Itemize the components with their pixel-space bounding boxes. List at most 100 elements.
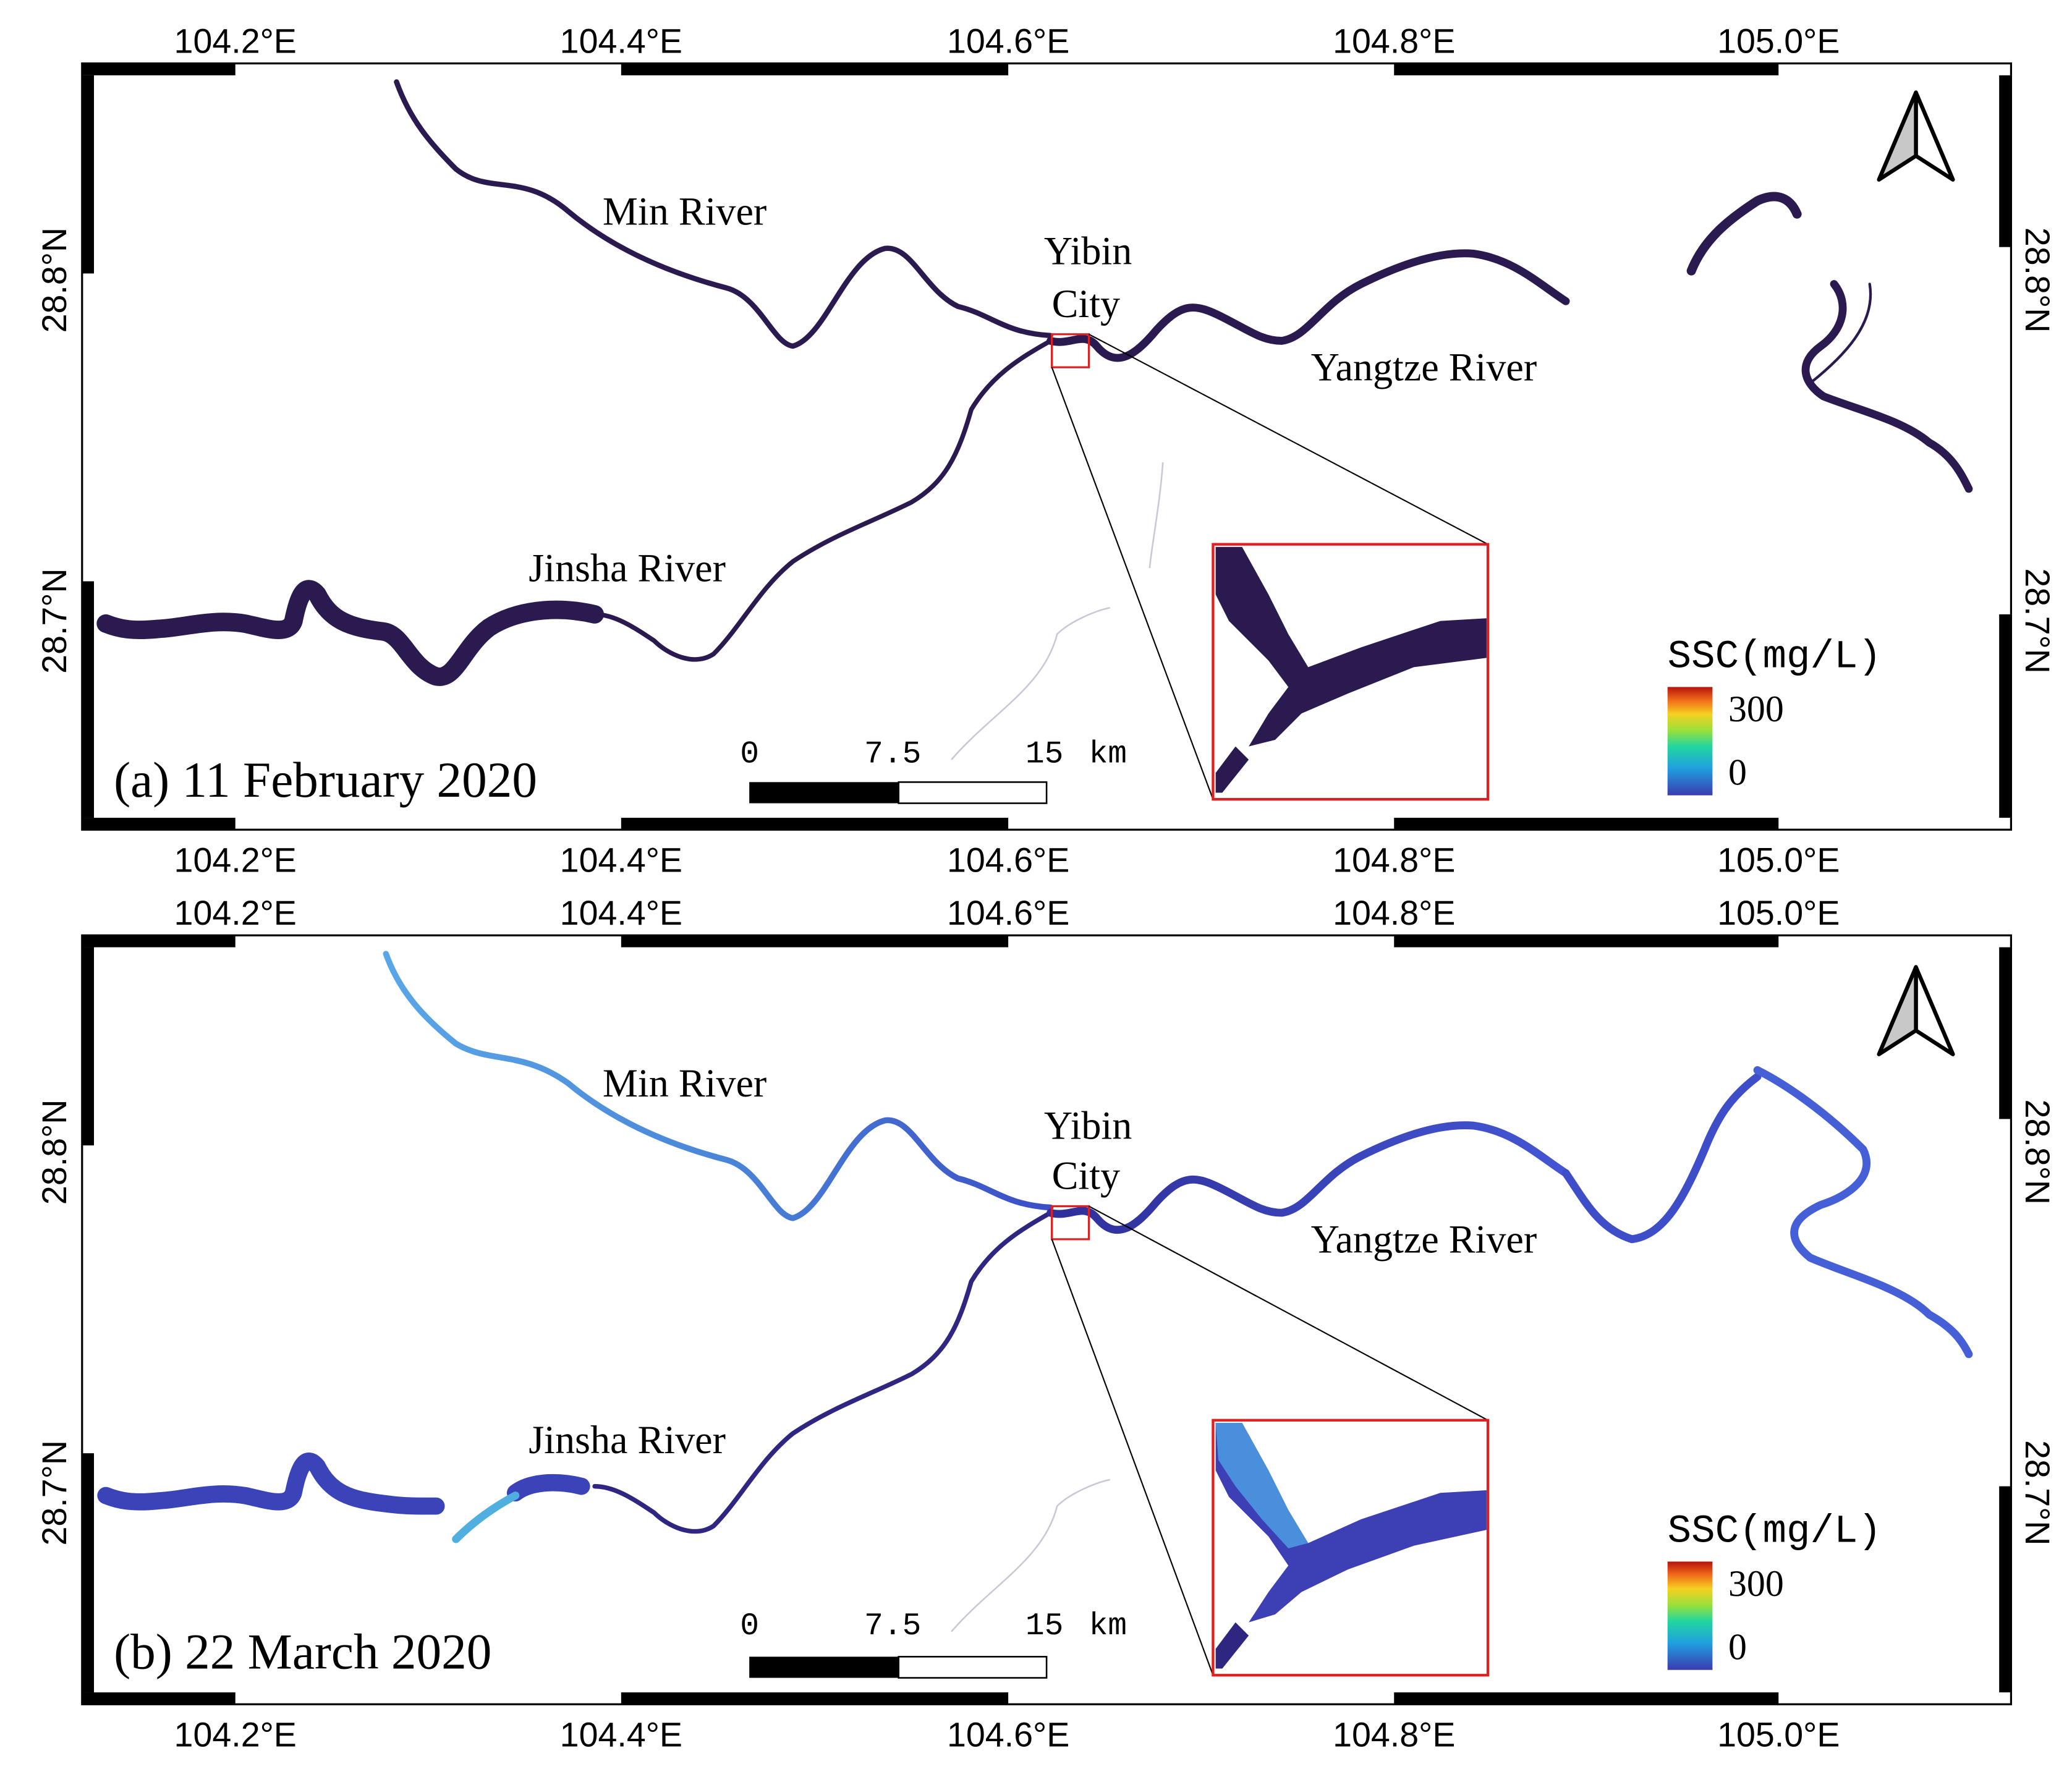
label-jinsha-river: Jinsha River [529, 1418, 726, 1462]
label-min-river: Min River [603, 189, 766, 233]
label-city: City [1052, 1154, 1120, 1198]
jinsha-river-wide [96, 580, 605, 686]
yangtze-river-east [1686, 192, 1802, 276]
yibin-focus-box [1051, 1205, 1090, 1241]
lon-label: 105.0°E [1717, 841, 1840, 880]
panel-caption: (a) 11 February 2020 [114, 752, 537, 808]
map-frame [81, 934, 2013, 1705]
map-frame [81, 62, 2013, 831]
scale-tick-0: 0 [740, 1608, 759, 1644]
yangtze-river-east [1561, 1072, 1762, 1244]
label-city: City [1052, 282, 1120, 326]
legend-max: 300 [1728, 1563, 1784, 1604]
lat-labels: 28.8°N 28.7°N 28.8°N 28.7°N [35, 227, 2057, 674]
faint-streams [951, 462, 1164, 760]
map-labels: Min River Yibin City Yangtze River Jinsh… [114, 189, 1537, 808]
lon-label: 105.0°E [1717, 22, 1840, 60]
legend-title: SSC(mg/L) [1668, 635, 1882, 679]
lon-label: 104.8°E [1333, 22, 1455, 60]
lon-label: 104.2°E [174, 894, 297, 932]
zoom-line [1051, 367, 1214, 800]
jinsha-river [592, 1210, 1053, 1534]
lon-label: 104.4°E [560, 1716, 682, 1754]
lat-label-right: 28.7°N [2018, 568, 2057, 674]
label-yangtze-river: Yangtze River [1311, 346, 1537, 389]
lon-label: 104.2°E [174, 841, 297, 880]
min-river [383, 951, 1054, 1221]
legend-max: 300 [1728, 689, 1784, 729]
scale-unit: km [1089, 736, 1127, 772]
lat-label-right: 28.8°N [2018, 227, 2057, 333]
ssc-legend: SSC(mg/L) 300 0 [1667, 1509, 1882, 1670]
lon-label: 104.6°E [947, 841, 1069, 880]
scale-bar: 0 7.5 15 km [740, 1608, 1127, 1679]
label-min-river: Min River [603, 1061, 766, 1105]
river-network [96, 79, 1973, 686]
north-arrow-icon [1877, 965, 1955, 1056]
jinsha-river [592, 338, 1053, 662]
yangtze-river [1047, 249, 1570, 362]
bottom-lon-labels: 104.2°E 104.4°E 104.6°E 104.8°E 105.0°E [174, 1716, 1840, 1754]
north-arrow-icon [1877, 90, 1955, 182]
lat-label-left: 28.7°N [35, 568, 74, 674]
legend-min: 0 [1728, 1627, 1747, 1668]
label-yibin: Yibin [1044, 229, 1132, 273]
map-labels: Min River Yibin City Yangtze River Jinsh… [114, 1061, 1537, 1680]
lon-label: 104.4°E [560, 22, 682, 60]
lat-labels: 28.8°N 28.7°N 28.8°N 28.7°N [35, 1100, 2057, 1546]
yangtze-river-east-lower [1801, 280, 1973, 493]
legend-colorbar [1667, 687, 1713, 795]
lat-label-right: 28.7°N [2018, 1440, 2057, 1546]
min-river [394, 79, 1053, 349]
zoom-line [1051, 1239, 1214, 1676]
yangtze-river [1047, 1121, 1570, 1234]
lat-label-right: 28.8°N [2018, 1100, 2057, 1205]
scale-tick-2: 15 [1025, 736, 1064, 772]
lat-label-left: 28.8°N [35, 227, 74, 333]
lon-label: 105.0°E [1717, 894, 1840, 932]
inset-map [1212, 1419, 1490, 1677]
top-lon-labels: 104.2°E 104.4°E 104.6°E 104.8°E 105.0°E [174, 22, 1840, 60]
panel-caption: (b) 22 March 2020 [114, 1624, 491, 1680]
legend-title: SSC(mg/L) [1668, 1509, 1882, 1554]
scale-unit: km [1089, 1608, 1127, 1644]
zoom-line [1088, 333, 1488, 545]
faint-streams [951, 1478, 1110, 1632]
jinsha-river-shallow [452, 1491, 520, 1543]
label-yibin: Yibin [1044, 1103, 1132, 1147]
inset-map [1212, 543, 1490, 801]
ssc-legend: SSC(mg/L) 300 0 [1667, 635, 1882, 795]
jinsha-river-wide [97, 1453, 590, 1515]
lon-label: 104.6°E [947, 22, 1069, 60]
scale-tick-1: 7.5 [864, 736, 921, 772]
scale-tick-2: 15 [1025, 1608, 1064, 1644]
scale-bar: 0 7.5 15 km [740, 736, 1127, 804]
scale-tick-0: 0 [740, 736, 759, 772]
legend-colorbar [1667, 1561, 1713, 1670]
lon-label: 104.8°E [1333, 894, 1455, 932]
lon-label: 104.2°E [174, 1716, 297, 1754]
lon-label: 104.4°E [560, 894, 682, 932]
legend-min: 0 [1728, 752, 1747, 793]
yibin-focus-box [1051, 333, 1090, 368]
river-network [97, 951, 1973, 1543]
lon-label: 104.6°E [947, 1716, 1069, 1754]
panel-b: 104.2°E 104.4°E 104.6°E 104.8°E 105.0°E … [35, 894, 2057, 1754]
scale-tick-1: 7.5 [864, 1608, 921, 1644]
lon-label: 104.8°E [1333, 1716, 1455, 1754]
lat-label-left: 28.8°N [35, 1100, 74, 1205]
lon-label: 104.6°E [947, 894, 1069, 932]
top-lon-labels: 104.2°E 104.4°E 104.6°E 104.8°E 105.0°E [174, 894, 1840, 932]
lat-label-left: 28.7°N [35, 1440, 74, 1546]
lon-label: 104.8°E [1333, 841, 1455, 880]
label-yangtze-river: Yangtze River [1311, 1217, 1537, 1261]
zoom-line [1088, 1205, 1488, 1421]
lon-label: 104.4°E [560, 841, 682, 880]
tributary [1809, 282, 1872, 384]
panel-a: 104.2°E 104.4°E 104.6°E 104.8°E 105.0°E [35, 22, 2057, 879]
label-jinsha-river: Jinsha River [529, 546, 726, 590]
bottom-lon-labels: 104.2°E 104.4°E 104.6°E 104.8°E 105.0°E [174, 841, 1840, 880]
yangtze-river-east-2 [1753, 1066, 1973, 1359]
lon-label: 104.2°E [174, 22, 297, 60]
